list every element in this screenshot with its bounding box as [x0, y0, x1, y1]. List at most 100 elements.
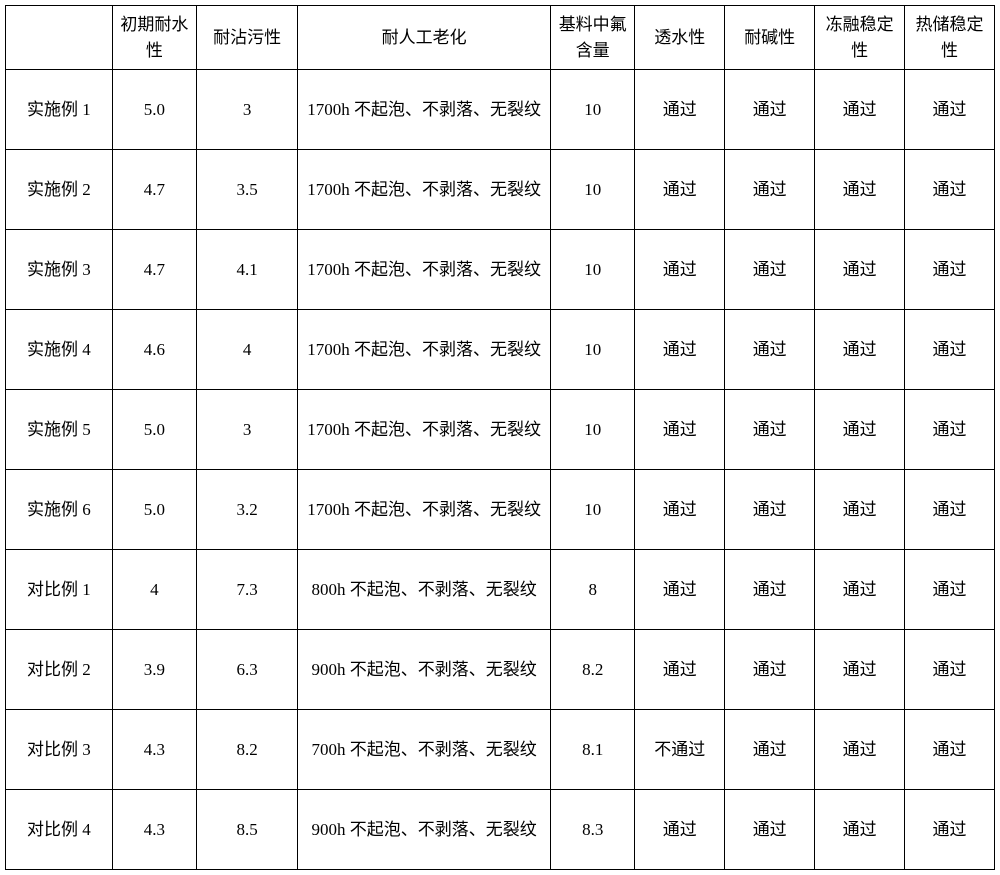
cell-dirt: 4 — [197, 310, 298, 390]
table-row: 实施例 5 5.0 3 1700h 不起泡、不剥落、无裂纹 10 通过 通过 通… — [6, 390, 995, 470]
cell-rowheader: 实施例 4 — [6, 310, 113, 390]
cell-heat: 通过 — [905, 710, 995, 790]
cell-dirt: 4.1 — [197, 230, 298, 310]
cell-aging: 1700h 不起泡、不剥落、无裂纹 — [298, 230, 551, 310]
table-row: 对比例 2 3.9 6.3 900h 不起泡、不剥落、无裂纹 8.2 通过 通过… — [6, 630, 995, 710]
cell-fluorine: 10 — [551, 150, 635, 230]
table-row: 对比例 4 4.3 8.5 900h 不起泡、不剥落、无裂纹 8.3 通过 通过… — [6, 790, 995, 870]
cell-heat: 通过 — [905, 310, 995, 390]
cell-water: 4.7 — [112, 150, 196, 230]
cell-perm: 不通过 — [635, 710, 725, 790]
header-cell-freeze: 冻融稳定性 — [815, 6, 905, 70]
cell-water: 4.7 — [112, 230, 196, 310]
table-row: 实施例 2 4.7 3.5 1700h 不起泡、不剥落、无裂纹 10 通过 通过… — [6, 150, 995, 230]
cell-perm: 通过 — [635, 150, 725, 230]
cell-freeze: 通过 — [815, 630, 905, 710]
cell-perm: 通过 — [635, 230, 725, 310]
cell-dirt: 6.3 — [197, 630, 298, 710]
table-header: 初期耐水性 耐沾污性 耐人工老化 基料中氟含量 透水性 耐碱性 冻融稳定性 热储… — [6, 6, 995, 70]
cell-rowheader: 对比例 3 — [6, 710, 113, 790]
cell-heat: 通过 — [905, 630, 995, 710]
cell-heat: 通过 — [905, 550, 995, 630]
cell-perm: 通过 — [635, 70, 725, 150]
cell-alkali: 通过 — [725, 390, 815, 470]
cell-aging: 800h 不起泡、不剥落、无裂纹 — [298, 550, 551, 630]
table-row: 实施例 6 5.0 3.2 1700h 不起泡、不剥落、无裂纹 10 通过 通过… — [6, 470, 995, 550]
cell-water: 4.6 — [112, 310, 196, 390]
cell-freeze: 通过 — [815, 150, 905, 230]
cell-aging: 1700h 不起泡、不剥落、无裂纹 — [298, 150, 551, 230]
cell-water: 4.3 — [112, 710, 196, 790]
cell-water: 4 — [112, 550, 196, 630]
data-table: 初期耐水性 耐沾污性 耐人工老化 基料中氟含量 透水性 耐碱性 冻融稳定性 热储… — [5, 5, 995, 870]
cell-dirt: 3 — [197, 390, 298, 470]
header-cell-fluorine: 基料中氟含量 — [551, 6, 635, 70]
cell-fluorine: 8 — [551, 550, 635, 630]
cell-alkali: 通过 — [725, 630, 815, 710]
cell-rowheader: 实施例 2 — [6, 150, 113, 230]
cell-rowheader: 实施例 1 — [6, 70, 113, 150]
cell-heat: 通过 — [905, 70, 995, 150]
cell-fluorine: 10 — [551, 310, 635, 390]
cell-fluorine: 8.1 — [551, 710, 635, 790]
cell-perm: 通过 — [635, 630, 725, 710]
cell-dirt: 8.2 — [197, 710, 298, 790]
header-cell-dirt: 耐沾污性 — [197, 6, 298, 70]
cell-fluorine: 10 — [551, 230, 635, 310]
header-cell-alkali: 耐碱性 — [725, 6, 815, 70]
header-cell-aging: 耐人工老化 — [298, 6, 551, 70]
table-row: 对比例 3 4.3 8.2 700h 不起泡、不剥落、无裂纹 8.1 不通过 通… — [6, 710, 995, 790]
table-row: 对比例 1 4 7.3 800h 不起泡、不剥落、无裂纹 8 通过 通过 通过 … — [6, 550, 995, 630]
cell-water: 5.0 — [112, 390, 196, 470]
header-row: 初期耐水性 耐沾污性 耐人工老化 基料中氟含量 透水性 耐碱性 冻融稳定性 热储… — [6, 6, 995, 70]
cell-heat: 通过 — [905, 150, 995, 230]
cell-heat: 通过 — [905, 470, 995, 550]
cell-freeze: 通过 — [815, 790, 905, 870]
header-cell-heat: 热储稳定性 — [905, 6, 995, 70]
cell-freeze: 通过 — [815, 230, 905, 310]
cell-perm: 通过 — [635, 390, 725, 470]
cell-aging: 1700h 不起泡、不剥落、无裂纹 — [298, 390, 551, 470]
table-row: 实施例 4 4.6 4 1700h 不起泡、不剥落、无裂纹 10 通过 通过 通… — [6, 310, 995, 390]
cell-alkali: 通过 — [725, 790, 815, 870]
cell-fluorine: 8.3 — [551, 790, 635, 870]
cell-dirt: 3.5 — [197, 150, 298, 230]
table-row: 实施例 1 5.0 3 1700h 不起泡、不剥落、无裂纹 10 通过 通过 通… — [6, 70, 995, 150]
cell-aging: 1700h 不起泡、不剥落、无裂纹 — [298, 70, 551, 150]
cell-water: 3.9 — [112, 630, 196, 710]
cell-alkali: 通过 — [725, 310, 815, 390]
header-cell-rowheader — [6, 6, 113, 70]
cell-heat: 通过 — [905, 230, 995, 310]
cell-dirt: 8.5 — [197, 790, 298, 870]
cell-freeze: 通过 — [815, 710, 905, 790]
cell-aging: 1700h 不起泡、不剥落、无裂纹 — [298, 470, 551, 550]
cell-water: 5.0 — [112, 70, 196, 150]
cell-rowheader: 实施例 5 — [6, 390, 113, 470]
cell-dirt: 3.2 — [197, 470, 298, 550]
cell-alkali: 通过 — [725, 710, 815, 790]
cell-rowheader: 对比例 2 — [6, 630, 113, 710]
cell-rowheader: 实施例 3 — [6, 230, 113, 310]
cell-alkali: 通过 — [725, 470, 815, 550]
cell-perm: 通过 — [635, 470, 725, 550]
cell-aging: 1700h 不起泡、不剥落、无裂纹 — [298, 310, 551, 390]
cell-freeze: 通过 — [815, 310, 905, 390]
cell-freeze: 通过 — [815, 470, 905, 550]
cell-water: 5.0 — [112, 470, 196, 550]
header-cell-water: 初期耐水性 — [112, 6, 196, 70]
cell-heat: 通过 — [905, 790, 995, 870]
cell-perm: 通过 — [635, 550, 725, 630]
cell-freeze: 通过 — [815, 550, 905, 630]
cell-aging: 700h 不起泡、不剥落、无裂纹 — [298, 710, 551, 790]
cell-freeze: 通过 — [815, 70, 905, 150]
cell-water: 4.3 — [112, 790, 196, 870]
cell-heat: 通过 — [905, 390, 995, 470]
cell-aging: 900h 不起泡、不剥落、无裂纹 — [298, 630, 551, 710]
cell-fluorine: 10 — [551, 70, 635, 150]
cell-alkali: 通过 — [725, 150, 815, 230]
cell-fluorine: 8.2 — [551, 630, 635, 710]
cell-perm: 通过 — [635, 310, 725, 390]
cell-alkali: 通过 — [725, 70, 815, 150]
cell-alkali: 通过 — [725, 230, 815, 310]
table-row: 实施例 3 4.7 4.1 1700h 不起泡、不剥落、无裂纹 10 通过 通过… — [6, 230, 995, 310]
